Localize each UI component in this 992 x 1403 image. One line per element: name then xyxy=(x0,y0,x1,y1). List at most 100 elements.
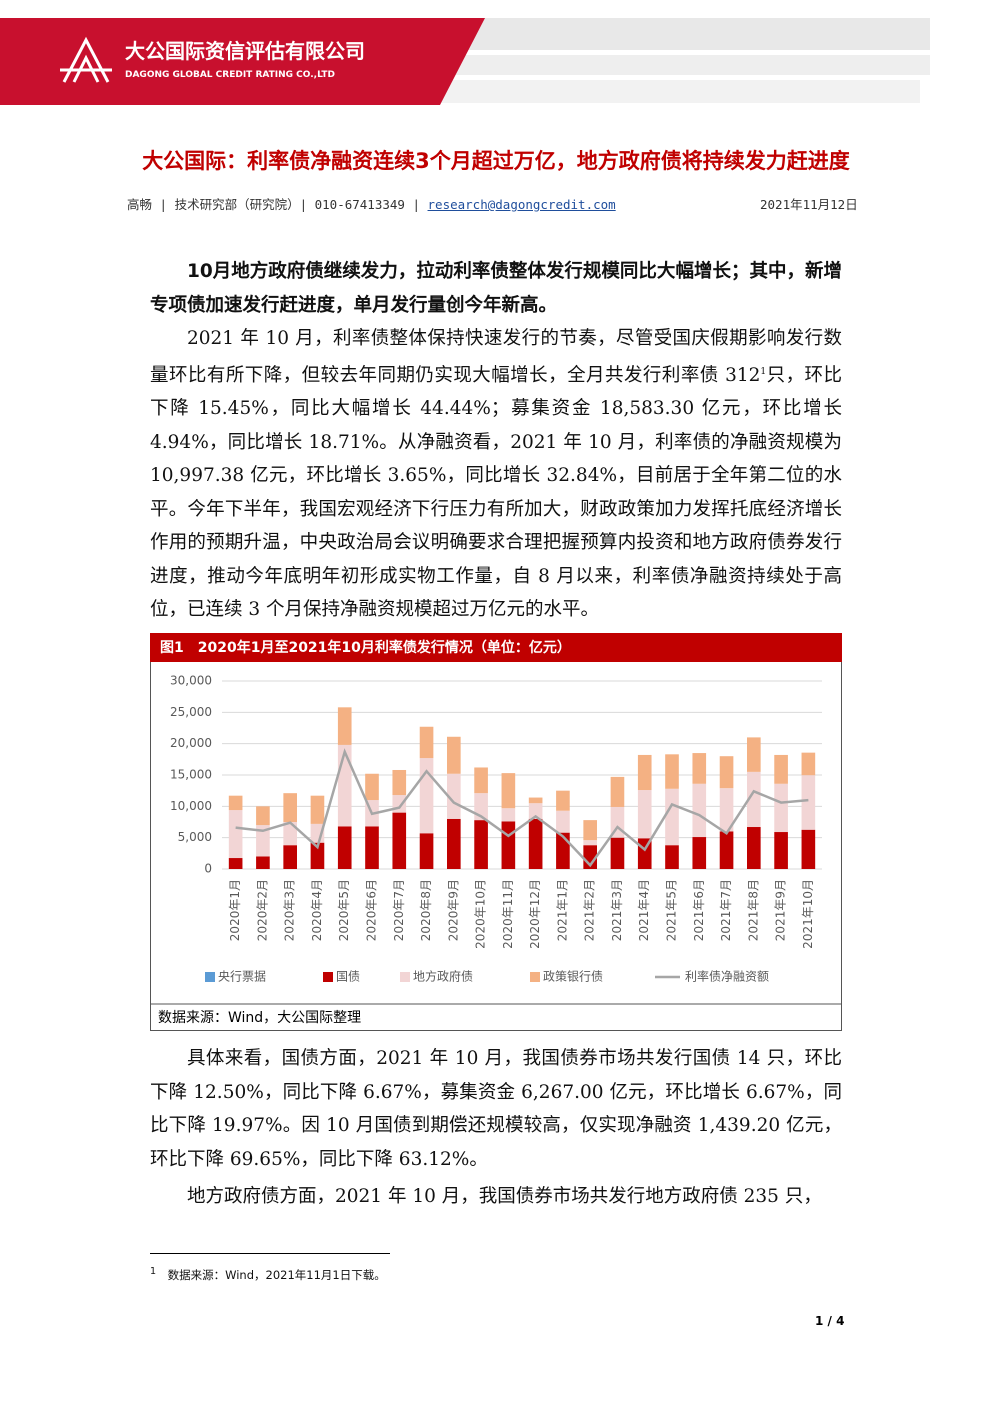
caption-bar xyxy=(150,633,842,662)
bar xyxy=(610,837,625,869)
bar xyxy=(692,837,707,869)
y-tick-label: 15,000 xyxy=(170,768,212,782)
y-tick-label: 20,000 xyxy=(170,736,212,750)
bar xyxy=(501,821,516,869)
bar xyxy=(310,795,325,824)
bar xyxy=(337,707,352,745)
bar xyxy=(365,826,379,869)
bar xyxy=(747,771,761,828)
line xyxy=(235,748,809,868)
bar xyxy=(528,818,543,869)
y-tick-label: 5,000 xyxy=(178,830,212,844)
y-tick-label: 30,000 xyxy=(170,674,212,688)
x-tick-label: 2021年10月 xyxy=(801,879,815,949)
bar xyxy=(556,810,570,833)
bar xyxy=(228,810,243,859)
bar xyxy=(365,773,379,801)
legend-marker xyxy=(205,972,215,982)
bar xyxy=(474,820,488,869)
x-tick-label: 2021年7月 xyxy=(719,879,733,941)
bar xyxy=(747,737,761,772)
x-tick-label: 2020年3月 xyxy=(283,879,297,941)
x-tick-label: 2020年7月 xyxy=(392,879,406,941)
text: 2021 年 10 月，利率债整体保持快速发行的节奏，尽管受国庆假期影响发行数量… xyxy=(150,328,842,386)
bar xyxy=(447,773,461,819)
x-tick-label: 2020年1月 xyxy=(228,879,242,941)
y-tick-label: 25,000 xyxy=(170,705,212,719)
bar xyxy=(719,831,734,869)
bar xyxy=(337,826,352,869)
legend-marker xyxy=(530,972,540,982)
x-tick-label: 2020年4月 xyxy=(310,879,324,941)
bar xyxy=(583,840,597,846)
bar xyxy=(392,769,407,796)
bar xyxy=(256,806,270,826)
footnote-marker: 1 xyxy=(150,1266,157,1277)
bar xyxy=(447,736,461,774)
bar xyxy=(665,845,679,869)
bar xyxy=(692,753,707,784)
paragraph: 10月地方政府债继续发力，拉动利率债整体发行规模同比大幅增长；其中，新增专项债加… xyxy=(150,261,842,316)
bar xyxy=(419,726,434,759)
figure-source: 数据来源：Wind，大公国际整理 xyxy=(158,1010,361,1026)
bar xyxy=(419,833,434,869)
bar xyxy=(501,808,516,822)
x-tick-label: 2020年5月 xyxy=(337,879,351,941)
figure: 图1 2020年1月至2021年10月利率债发行情况（单位：亿元） 数据来源：W… xyxy=(150,633,842,1031)
bar xyxy=(447,818,461,869)
bar xyxy=(747,827,761,869)
bar xyxy=(283,822,297,846)
x-tick-label: 2020年11月 xyxy=(501,879,515,949)
bar xyxy=(774,754,788,784)
x-tick-label: 2020年12月 xyxy=(528,879,542,949)
company-name: 大公国际资信评估有限公司 xyxy=(125,39,365,63)
y-tick-label: 10,000 xyxy=(170,799,212,813)
x-tick-label: 2021年9月 xyxy=(774,879,788,941)
bar xyxy=(665,788,679,846)
bar xyxy=(256,825,270,857)
bar xyxy=(556,790,570,811)
paragraph: 地方政府债方面，2021 年 10 月，我国债券市场共发行地方政府债 235 只… xyxy=(187,1186,822,1207)
byline-text: 高畅 | 技术研究部（研究院）| 010-67413349 | xyxy=(127,197,420,212)
paragraph: 2021 年 10 月，利率债整体保持快速发行的节奏，尽管受国庆假期影响发行数量… xyxy=(150,322,842,627)
bar xyxy=(501,773,516,809)
bar xyxy=(637,754,652,791)
bar xyxy=(256,856,270,869)
company-name-en: DAGONG GLOBAL CREDIT RATING CO.,LTD xyxy=(125,70,335,80)
legend-label: 央行票据 xyxy=(218,970,266,984)
bar xyxy=(337,744,352,827)
bar xyxy=(474,767,488,794)
bar xyxy=(692,783,707,838)
legend-marker xyxy=(400,972,410,982)
bar xyxy=(801,775,816,830)
x-tick-label: 2020年6月 xyxy=(365,879,379,941)
x-tick-label: 2021年8月 xyxy=(746,879,760,941)
title: 大公国际：利率债净融资连续3个月超过万亿，地方政府债将持续发力赶进度 xyxy=(142,149,850,173)
bar xyxy=(583,820,597,841)
bar xyxy=(392,795,407,813)
footnote: 1 数据来源：Wind，2021年11月1日下载。 xyxy=(150,1266,386,1283)
footnote-text: 数据来源：Wind，2021年11月1日下载。 xyxy=(167,1267,386,1282)
figure-caption: 图1 2020年1月至2021年10月利率债发行情况（单位：亿元） xyxy=(160,639,571,656)
x-tick-label: 2020年2月 xyxy=(255,879,269,941)
byline: 高畅 | 技术研究部（研究院）| 010-67413349 | research… xyxy=(127,194,616,213)
x-tick-label: 2021年2月 xyxy=(583,879,597,941)
x-tick-label: 2020年10月 xyxy=(474,879,488,949)
page-number: 1 / 4 xyxy=(815,1314,845,1328)
bar xyxy=(310,842,325,869)
text: 只，环比下降 15.45%，同比大幅增长 44.44%；募集资金 18,583.… xyxy=(150,364,842,621)
bar xyxy=(392,812,407,869)
bar xyxy=(610,776,625,807)
bar xyxy=(637,790,652,839)
x-tick-label: 2021年3月 xyxy=(610,879,624,941)
email[interactable]: research@dagongcredit.com xyxy=(427,197,616,212)
bar xyxy=(528,803,543,819)
y-tick-label: 0 xyxy=(204,862,212,876)
bar xyxy=(774,832,788,869)
x-tick-label: 2021年6月 xyxy=(692,879,706,941)
x-tick-label: 2020年8月 xyxy=(419,879,433,941)
bar xyxy=(719,756,734,789)
paragraph: 具体来看，国债方面，2021 年 10 月，我国债券市场共发行国债 14 只，环… xyxy=(150,1048,842,1170)
bar xyxy=(801,829,816,869)
